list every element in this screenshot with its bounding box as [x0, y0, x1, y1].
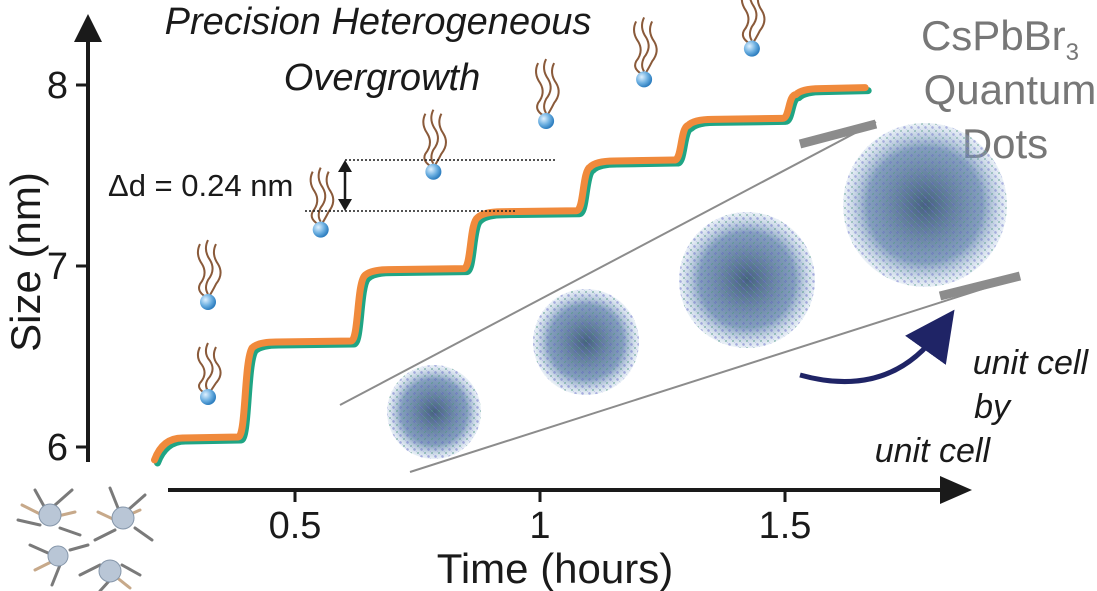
precursor-icon — [309, 167, 335, 238]
x-axis-label: Time (hours) — [437, 545, 673, 591]
quantum-dot-1 — [387, 365, 481, 459]
growth-arrow — [799, 309, 955, 384]
y-tick-label: 8 — [47, 65, 68, 107]
starting-nanocrystal-cluster — [16, 486, 154, 591]
precursor-icon — [196, 239, 222, 311]
y-axis-arrowhead — [74, 14, 102, 42]
x-axis — [168, 476, 972, 504]
axis-ticks: 0.5 1 1.5 6 7 8 — [47, 65, 812, 547]
caption-line-1: unit cell — [973, 344, 1090, 382]
precursor-icon — [535, 58, 560, 130]
title-line-1: Precision Heterogeneous — [165, 1, 592, 43]
material-subscript: 3 — [1066, 39, 1079, 66]
material-label-line-1: CsPbBr3 — [921, 12, 1079, 66]
material-label-line-2: Quantum — [924, 66, 1097, 113]
growth-cone — [339, 119, 1022, 473]
precursor-icons — [196, 0, 766, 405]
precursor-icon — [740, 0, 766, 57]
step-size-annotation: Δd = 0.24 nm — [108, 159, 555, 212]
y-tick-label: 7 — [47, 246, 68, 288]
quantum-dot-2 — [533, 289, 639, 395]
quantum-dot-images — [387, 123, 1007, 459]
x-axis-arrowhead — [940, 476, 972, 504]
caption-line-2: by — [974, 388, 1012, 426]
y-axis-label: Size (nm) — [2, 172, 49, 352]
precursor-icon — [196, 342, 222, 405]
y-axis — [74, 14, 102, 462]
precursor-icon — [633, 16, 658, 88]
quantum-dot-3 — [679, 212, 815, 348]
y-tick-label: 6 — [47, 427, 68, 469]
precursor-icon — [422, 109, 447, 180]
x-tick-label: 0.5 — [269, 505, 322, 547]
title-line-2: Overgrowth — [284, 57, 480, 99]
x-tick-label: 1 — [529, 505, 550, 547]
step-size-label: Δd = 0.24 nm — [108, 168, 293, 203]
x-tick-label: 1.5 — [759, 505, 812, 547]
quantum-dot-4 — [843, 123, 1007, 287]
caption-line-3: unit cell — [875, 432, 992, 470]
series-line-orange — [151, 84, 869, 464]
